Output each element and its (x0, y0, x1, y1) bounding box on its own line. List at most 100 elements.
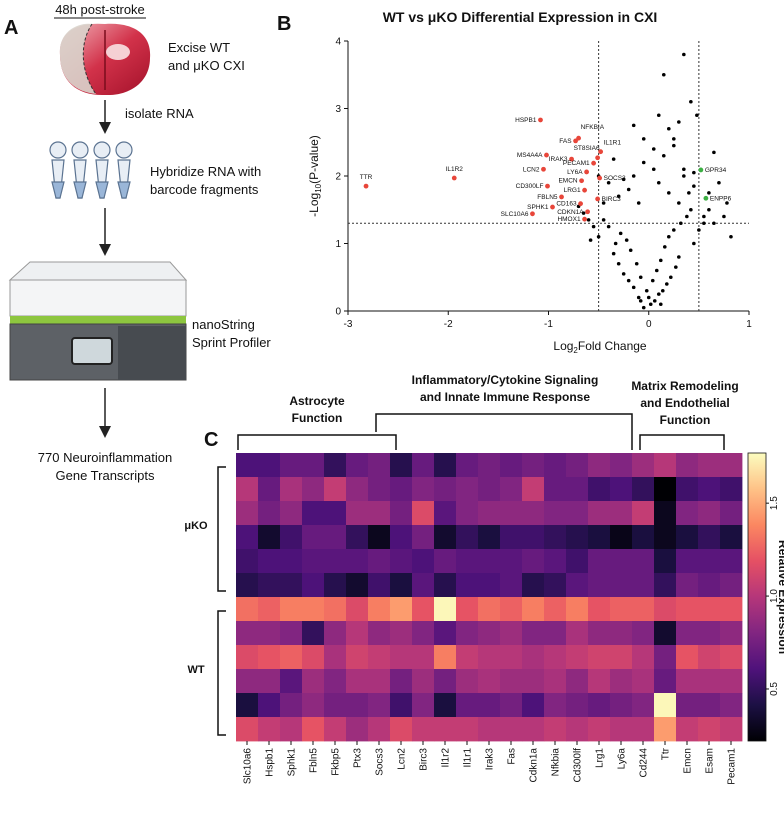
column-label: Fkbp5 (331, 748, 342, 776)
heatmap-cell (412, 717, 435, 742)
heatmap-cell (676, 477, 699, 502)
column-label: Il1r2 (441, 748, 452, 768)
point-label: LY6A (567, 169, 583, 176)
point (702, 214, 706, 219)
point (677, 255, 681, 259)
heatmap-cell (456, 645, 479, 670)
highlight-point (451, 175, 457, 181)
point (656, 113, 661, 118)
step-text: barcode fragments (150, 182, 259, 197)
heatmap-cell (544, 453, 567, 478)
heatmap-cell (566, 453, 589, 478)
x-tick-label: -3 (344, 319, 353, 330)
point (626, 187, 631, 192)
heatmap-cell (456, 525, 479, 550)
heatmap-cell (302, 669, 325, 694)
highlight-point (585, 209, 590, 215)
heatmap-cell (654, 573, 677, 598)
heatmap-cell (632, 573, 655, 598)
point (611, 251, 616, 256)
heatmap-cell (632, 501, 655, 526)
heatmap-cell (632, 717, 655, 742)
point (689, 99, 693, 104)
x-tick-label: -2 (444, 319, 453, 330)
heatmap-cell (566, 621, 589, 646)
heatmap-cell (302, 573, 325, 598)
heatmap-cell (280, 501, 303, 526)
heatmap-cell (522, 621, 545, 646)
heatmap-cell (236, 621, 259, 646)
heatmap-cell (544, 693, 567, 718)
heatmap-cell (346, 477, 369, 502)
column-label: Fas (507, 748, 518, 765)
heatmap-cell (236, 573, 259, 598)
heatmap-cell (698, 501, 721, 526)
heatmap-cell (368, 717, 391, 742)
point (660, 288, 665, 293)
heatmap-cell (588, 717, 611, 742)
heatmap-cell (302, 549, 325, 574)
column-bracket (237, 434, 397, 450)
heatmap-cell (368, 549, 391, 574)
heatmap-cell (544, 621, 567, 646)
heatmap-cell (522, 717, 545, 742)
heatmap-cell (698, 453, 721, 478)
point (689, 207, 693, 212)
heatmap-cell (566, 525, 589, 550)
heatmap-cell (302, 453, 325, 478)
point (702, 221, 706, 226)
column-label: Socs3 (375, 748, 386, 776)
row-bracket (217, 610, 226, 736)
heatmap-cell (566, 501, 589, 526)
point (667, 126, 671, 131)
heatmap-cell (434, 621, 457, 646)
heatmap-cell (478, 645, 501, 670)
heatmap-cell (654, 477, 677, 502)
heatmap-cell (280, 669, 303, 694)
heatmap-cell (500, 501, 523, 526)
heatmap-cell (456, 717, 479, 742)
column-label: Cd244 (639, 748, 650, 778)
instrument (8, 261, 188, 381)
point (611, 157, 616, 161)
heatmap-cell (280, 525, 303, 550)
heatmap-cell (720, 453, 743, 478)
step-text: isolate RNA (125, 106, 194, 121)
heatmap-cell (588, 597, 611, 622)
colorbar-tick-label: 0.5 (769, 682, 780, 696)
column-label: Esam (705, 748, 716, 774)
column-label: Slc10a6 (243, 748, 254, 785)
heatmap-cell (720, 645, 743, 670)
column-label: Lcn2 (397, 748, 408, 770)
heatmap-cell (346, 597, 369, 622)
point (682, 174, 686, 178)
row-bracket (217, 466, 226, 592)
heatmap-cell (698, 549, 721, 574)
point (641, 137, 646, 141)
heatmap-cell (280, 477, 303, 502)
colorbar-tick-label: 1.0 (769, 589, 780, 603)
heatmap-cell (720, 669, 743, 694)
point (613, 241, 618, 246)
heatmap-cell (478, 597, 501, 622)
heatmap-cell (258, 477, 281, 502)
heatmap-cell (522, 693, 545, 718)
heatmap-cell (434, 597, 457, 622)
heatmap-cell (676, 549, 699, 574)
column-label: Hspb1 (265, 748, 276, 777)
heatmap-cell (588, 501, 611, 526)
y-axis-label-part: (P-value) (307, 135, 321, 184)
point-label: CD300LF (516, 183, 544, 190)
heatmap-cell (654, 645, 677, 670)
column-group-label: Astrocyte (289, 394, 345, 408)
heatmap-cell (654, 717, 677, 742)
heatmap-cell (390, 693, 413, 718)
heatmap-cell (346, 717, 369, 742)
point-label: IRAK3 (549, 156, 568, 163)
heatmap-cell (434, 573, 457, 598)
highlight-point (584, 169, 589, 175)
heatmap-cell (522, 525, 545, 550)
point (667, 234, 671, 239)
heatmap-cell (346, 573, 369, 598)
heatmap-cell (236, 597, 259, 622)
